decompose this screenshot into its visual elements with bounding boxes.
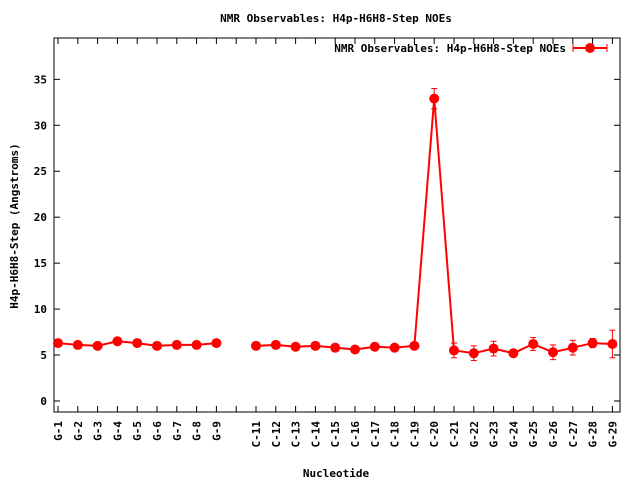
y-axis-label: H4p-H6H8-Step (Angstroms) — [8, 143, 21, 309]
y-axis-ticks: 0 5 10 15 20 25 30 35 — [34, 73, 620, 408]
x-axis-label: Nucleotide — [303, 467, 370, 480]
y-tick-label: 0 — [40, 395, 47, 408]
x-tick-label: G-5 — [131, 421, 144, 441]
x-tick-label: G-23 — [488, 421, 501, 448]
series-layer — [53, 88, 618, 362]
x-tick-label: C-11 — [250, 421, 263, 448]
x-tick-label: G-3 — [92, 421, 105, 441]
x-tick-label: G-4 — [111, 421, 124, 441]
data-point — [468, 348, 479, 359]
y-tick-label: 5 — [40, 349, 47, 362]
chart-title: NMR Observables: H4p-H6H8-Step NOEs — [220, 12, 452, 25]
data-point — [350, 344, 360, 355]
data-point — [429, 93, 440, 104]
x-tick-label: G-9 — [210, 421, 223, 441]
data-point — [330, 342, 341, 353]
y-tick-label: 25 — [34, 165, 47, 178]
x-tick-label: C-16 — [349, 421, 362, 448]
x-tick-label: C-12 — [270, 421, 283, 448]
x-tick-label: C-14 — [309, 421, 322, 448]
data-point — [290, 341, 301, 352]
y-tick-label: 20 — [34, 211, 47, 224]
legend: NMR Observables: H4p-H6H8-Step NOEs — [334, 42, 608, 55]
y-tick-label: 35 — [34, 73, 47, 86]
data-point — [112, 336, 123, 347]
x-tick-label: G-7 — [171, 421, 184, 441]
x-tick-label: G-28 — [587, 421, 600, 448]
x-tick-label: G-22 — [468, 421, 481, 448]
y-tick-label: 15 — [34, 257, 47, 270]
x-axis-ticks: G-1 G-2 G-3 G-4 G-5 G-6 G-7 G-8 G-9 C-11 C-12 C-13 C… — [52, 38, 619, 448]
data-point — [548, 347, 558, 358]
data-point — [369, 341, 380, 352]
data-point — [567, 342, 578, 353]
data-point — [528, 339, 539, 349]
x-tick-label: G-24 — [507, 421, 520, 448]
plot-frame — [53, 37, 621, 413]
data-point — [488, 343, 499, 354]
x-tick-label: G-6 — [151, 421, 164, 441]
x-tick-label: C-21 — [448, 421, 461, 448]
x-tick-label: C-19 — [408, 421, 421, 448]
data-point — [587, 338, 598, 349]
data-point — [92, 340, 103, 351]
data-point — [191, 339, 202, 350]
data-point — [152, 340, 162, 351]
x-tick-label: C-13 — [290, 421, 303, 448]
data-point — [251, 340, 261, 351]
series-line-segment — [433, 98, 455, 351]
x-tick-label: C-15 — [329, 421, 342, 448]
x-tick-label: C-27 — [567, 421, 580, 448]
data-point — [508, 348, 519, 359]
x-tick-label: G-29 — [606, 421, 619, 448]
legend-label: NMR Observables: H4p-H6H8-Step NOEs — [334, 42, 566, 55]
x-tick-label: C-18 — [389, 421, 402, 448]
data-point — [449, 345, 459, 356]
data-point — [389, 342, 400, 353]
y-tick-label: 10 — [34, 303, 47, 316]
data-point — [132, 338, 143, 349]
data-point — [270, 339, 281, 350]
data-point — [171, 339, 182, 350]
x-tick-label: G-25 — [527, 421, 540, 448]
data-point — [72, 339, 83, 350]
x-tick-label: C-17 — [369, 421, 382, 448]
x-tick-label: G-1 — [52, 421, 65, 441]
data-point — [607, 339, 618, 349]
x-tick-label: C-20 — [428, 421, 441, 448]
legend-marker — [585, 43, 595, 53]
x-tick-label: G-8 — [191, 421, 204, 441]
data-point — [211, 338, 222, 349]
x-tick-label: G-2 — [72, 421, 85, 441]
data-point — [310, 340, 321, 351]
x-tick-label: G-26 — [547, 421, 560, 448]
y-tick-label: 30 — [34, 119, 47, 132]
series-line-segment — [413, 98, 436, 346]
data-point — [409, 340, 420, 351]
data-point — [53, 338, 63, 349]
